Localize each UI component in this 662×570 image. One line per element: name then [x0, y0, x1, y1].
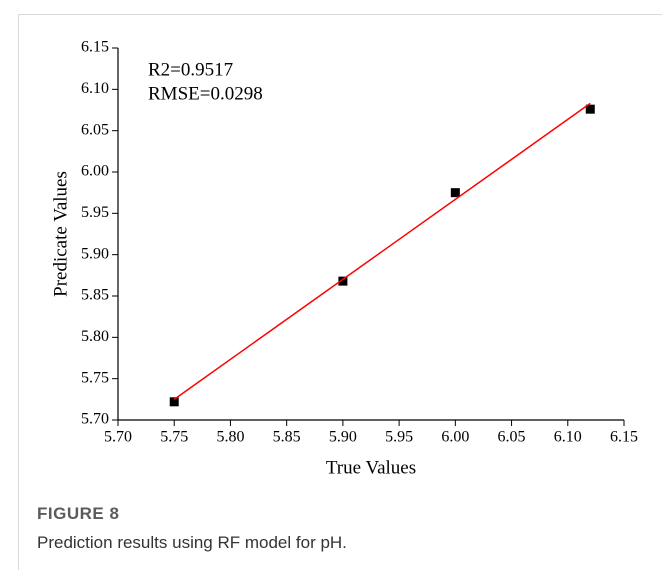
annotation: R2=0.9517: [148, 59, 233, 80]
y-axis-title: Predicate Values: [50, 171, 71, 297]
x-tick-label: 5.70: [104, 429, 132, 446]
data-point: [585, 104, 595, 114]
figure-frame: [18, 14, 662, 570]
annotation: RMSE=0.0298: [148, 83, 263, 104]
x-tick-label: 6.10: [554, 429, 582, 446]
y-tick-label: 6.15: [81, 39, 109, 56]
x-tick-label: 5.80: [216, 429, 244, 446]
fit-line: [173, 102, 591, 400]
data-point: [169, 397, 179, 407]
chart: True Values Predicate Values R2=0.9517 R…: [50, 39, 638, 479]
data-point: [450, 188, 460, 198]
x-tick-label: 5.75: [160, 429, 188, 446]
y-tick-label: 6.10: [81, 80, 109, 97]
y-tick-label: 5.70: [81, 411, 109, 428]
data-point: [338, 276, 348, 286]
x-axis-title: True Values: [326, 457, 416, 478]
y-tick-label: 5.90: [81, 245, 109, 262]
x-tick-label: 5.95: [385, 429, 413, 446]
x-tick-label: 5.85: [273, 429, 301, 446]
y-tick-label: 5.95: [81, 204, 109, 221]
y-tick-label: 6.05: [81, 121, 109, 138]
x-tick-label: 6.15: [610, 429, 638, 446]
figure-label: FIGURE 8: [37, 504, 120, 523]
x-tick-label: 5.90: [329, 429, 357, 446]
figure-caption: Prediction results using RF model for pH…: [37, 533, 347, 552]
x-tick-label: 6.00: [441, 429, 469, 446]
y-tick-label: 5.80: [81, 328, 109, 345]
x-tick-label: 6.05: [498, 429, 526, 446]
y-tick-label: 5.75: [81, 369, 109, 386]
y-tick-label: 6.00: [81, 163, 109, 180]
y-tick-label: 5.85: [81, 287, 109, 304]
